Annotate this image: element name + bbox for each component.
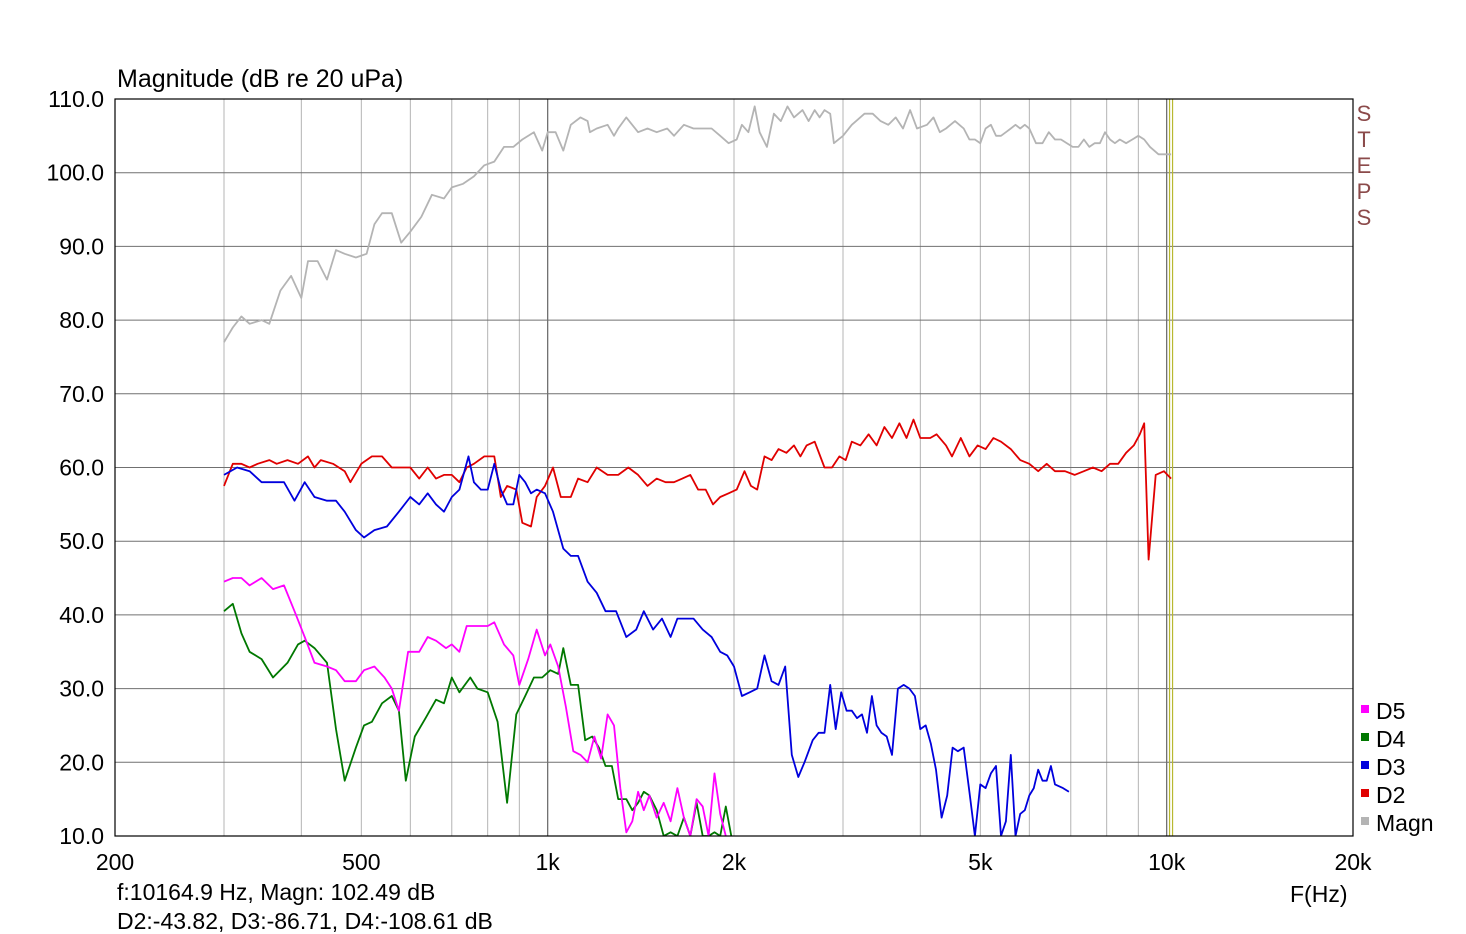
series-line-d2 (223, 418, 1172, 561)
legend-label: D5 (1376, 698, 1405, 724)
x-tick-label: 2k (722, 849, 747, 875)
legend-swatch (1361, 817, 1369, 825)
series-line-d3 (223, 455, 1070, 836)
y-tick-label: 40.0 (59, 602, 104, 628)
x-tick-label: 500 (342, 849, 380, 875)
series-line-d5 (223, 577, 727, 836)
legend-swatch (1361, 789, 1369, 797)
y-tick-label: 20.0 (59, 749, 104, 775)
side-label-letter: S (1357, 101, 1372, 126)
y-tick-label: 50.0 (59, 528, 104, 554)
x-tick-label: 20k (1334, 849, 1372, 875)
plot-frame (114, 98, 1354, 837)
series-lines (223, 105, 1172, 836)
x-tick-label: 5k (968, 849, 993, 875)
legend-label: D4 (1376, 726, 1406, 752)
cursor-readout-line1: f:10164.9 Hz, Magn: 102.49 dB (117, 879, 435, 905)
x-tick-label: 200 (96, 849, 134, 875)
y-tick-label: 70.0 (59, 381, 104, 407)
y-tick-label: 90.0 (59, 233, 104, 259)
y-tick-label: 30.0 (59, 676, 104, 702)
series-line-magn (223, 105, 1172, 343)
legend-label: D3 (1376, 754, 1405, 780)
x-tick-label: 1k (536, 849, 561, 875)
legend-label: Magn (1376, 810, 1434, 836)
series-line-d4 (223, 602, 733, 836)
y-tick-label: 10.0 (59, 823, 104, 849)
y-tick-label: 100.0 (46, 160, 104, 186)
legend-swatch (1361, 733, 1369, 741)
grid-lines (115, 99, 1353, 836)
y-tick-label: 110.0 (48, 86, 104, 112)
y-tick-labels: 110.0 100.0 90.0 80.0 70.0 60.0 50.0 40.0 30.0 20… (46, 86, 104, 849)
side-label-letter: E (1357, 153, 1372, 178)
cursor-marker[interactable] (1168, 99, 1174, 836)
x-tick-labels: 200 500 1k 2k 5k 10k 20k (96, 849, 1372, 875)
x-axis-label: F(Hz) (1290, 881, 1347, 907)
y-tick-label: 60.0 (59, 455, 104, 481)
chart-title: Magnitude (dB re 20 uPa) (117, 65, 403, 93)
side-label-letter: P (1357, 179, 1372, 204)
legend-swatch (1361, 761, 1369, 769)
cursor-readout-line2: D2:-43.82, D3:-86.71, D4:-108.61 dB (117, 908, 493, 934)
legend-swatch (1361, 705, 1369, 713)
y-tick-label: 80.0 (59, 307, 104, 333)
legend-label: D2 (1376, 782, 1405, 808)
x-tick-label: 10k (1148, 849, 1186, 875)
side-label-letter: S (1357, 205, 1372, 230)
side-label-letter: T (1357, 127, 1370, 152)
